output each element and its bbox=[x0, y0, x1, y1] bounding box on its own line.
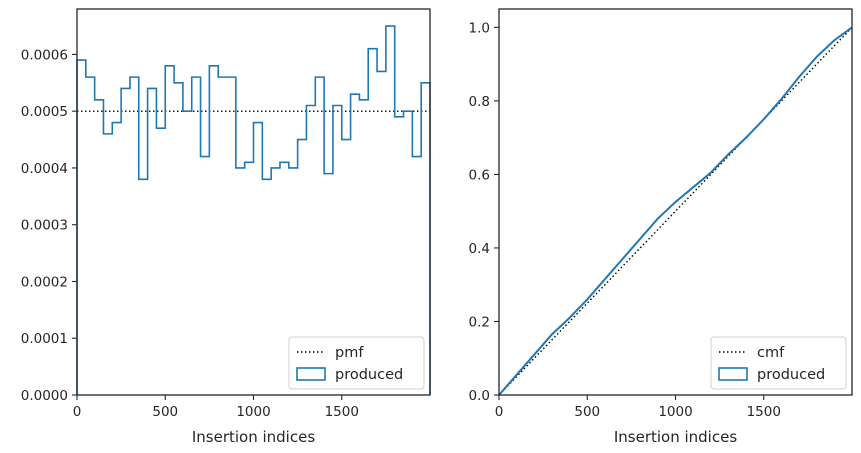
left-x-tick-label: 500 bbox=[152, 404, 178, 420]
left-y-tick-label: 0.0003 bbox=[21, 218, 68, 234]
left-x-tick-label: 0 bbox=[73, 404, 82, 420]
right-series-produced bbox=[498, 26, 853, 396]
left-x-axis-label: Insertion indices bbox=[192, 428, 315, 446]
left-y-tick-label: 0.0006 bbox=[21, 47, 68, 63]
right-y-tick-label: 0.0 bbox=[469, 388, 490, 404]
right-y-tick-label: 0.8 bbox=[469, 94, 490, 110]
right-chart-panel: 0 500 1000 1500 0.0 0.2 0.4 0.6 0.8 1.0 Insertion… bbox=[469, 8, 853, 446]
left-legend: pmf produced bbox=[288, 336, 425, 390]
right-y-tick-label: 1.0 bbox=[469, 20, 490, 36]
right-legend: cmf produced bbox=[710, 336, 847, 390]
left-legend-label-produced: produced bbox=[335, 367, 403, 383]
left-series-produced bbox=[76, 25, 431, 395]
left-x-tick-label: 1000 bbox=[236, 404, 270, 420]
left-x-tick-label: 1500 bbox=[325, 404, 359, 420]
right-legend-box bbox=[710, 336, 847, 390]
left-y-tick-label: 0.0005 bbox=[21, 104, 68, 120]
left-y-tick-label: 0.0001 bbox=[21, 331, 68, 347]
left-legend-label-pmf: pmf bbox=[335, 345, 364, 361]
right-x-tick-label: 1000 bbox=[658, 404, 692, 420]
right-y-tick-label: 0.6 bbox=[469, 167, 490, 183]
left-axes-frame bbox=[76, 8, 431, 396]
right-legend-label-produced: produced bbox=[757, 367, 825, 383]
left-chart-panel: 0 500 1000 1500 0.0000 0.0001 0.0002 0.0003 0.00… bbox=[21, 8, 431, 446]
left-y-tick-label: 0.0000 bbox=[21, 388, 68, 404]
right-legend-label-cmf: cmf bbox=[757, 345, 785, 361]
right-x-tick-label: 500 bbox=[574, 404, 600, 420]
left-legend-swatch-produced bbox=[296, 367, 326, 381]
left-y-tick-label: 0.0004 bbox=[21, 161, 68, 177]
left-legend-box bbox=[288, 336, 425, 390]
left-y-tick-label: 0.0002 bbox=[21, 274, 68, 290]
right-x-tick-label: 0 bbox=[495, 404, 504, 420]
right-y-tick-label: 0.4 bbox=[469, 241, 490, 257]
right-x-axis-label: Insertion indices bbox=[614, 428, 737, 446]
right-axes-frame bbox=[498, 8, 853, 396]
right-legend-swatch-produced bbox=[718, 367, 748, 381]
right-y-tick-label: 0.2 bbox=[469, 314, 490, 330]
right-x-tick-label: 1500 bbox=[747, 404, 781, 420]
right-series-cmf bbox=[498, 26, 853, 396]
